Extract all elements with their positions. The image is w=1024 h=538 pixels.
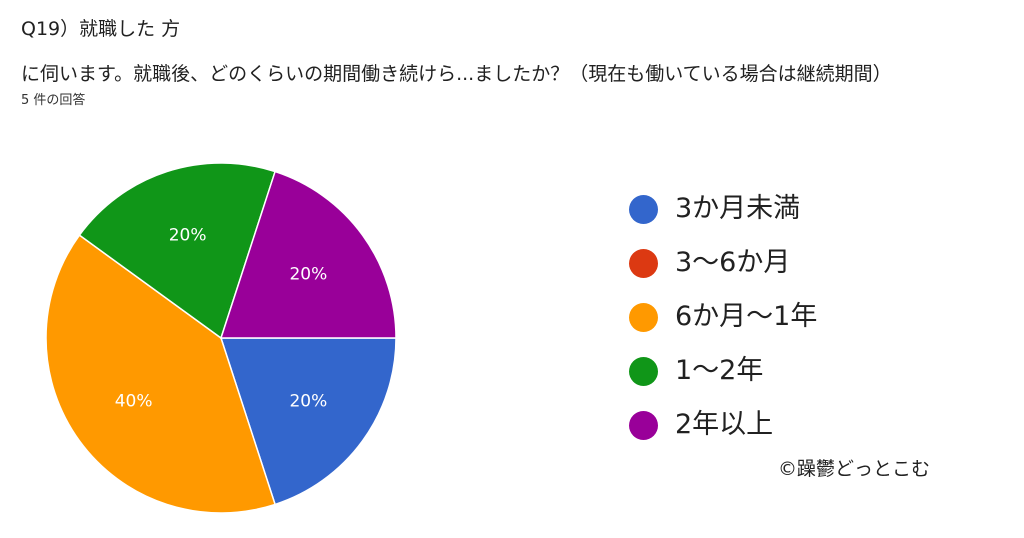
legend-swatch xyxy=(629,248,658,278)
slice-label: 20% xyxy=(169,225,207,245)
slice-label: 20% xyxy=(289,391,327,411)
legend-swatch xyxy=(629,410,658,440)
response-count: 5 件の回答 xyxy=(21,93,86,108)
slice-label: 40% xyxy=(115,391,153,411)
legend-label: 3か月未満 xyxy=(675,193,801,224)
legend-label: 3〜6か月 xyxy=(675,247,791,278)
legend-label: 1〜2年 xyxy=(675,355,764,386)
legend-label: 6か月〜1年 xyxy=(675,301,818,332)
slice-label: 20% xyxy=(289,265,327,285)
pie-slice[interactable] xyxy=(219,170,397,339)
question-title-line2: に伺います。就職後、どのくらいの期間働き続けら...ましたか？（現在も働いている… xyxy=(21,63,892,85)
legend-item[interactable]: 1〜2年 xyxy=(629,344,817,398)
watermark-text: ©躁鬱どっとこむ xyxy=(778,458,931,480)
legend-label: 2年以上 xyxy=(675,409,774,440)
legend-item[interactable]: 3〜6か月 xyxy=(629,236,817,290)
legend-item[interactable]: 6か月〜1年 xyxy=(629,290,817,344)
legend-swatch xyxy=(629,302,658,332)
pie-slice[interactable] xyxy=(45,234,277,514)
pie-slice[interactable] xyxy=(219,337,397,506)
legend-item[interactable]: 2年以上 xyxy=(629,398,817,452)
legend-swatch xyxy=(629,194,658,224)
legend-swatch xyxy=(629,356,658,386)
question-title-line1: Q19）就職した 方 xyxy=(21,18,181,40)
legend-item[interactable]: 3か月未満 xyxy=(629,182,817,236)
pie-slice[interactable] xyxy=(78,162,277,340)
chart-legend: 3か月未満 3〜6か月 6か月〜1年 1〜2年 2年以上 xyxy=(629,182,817,452)
